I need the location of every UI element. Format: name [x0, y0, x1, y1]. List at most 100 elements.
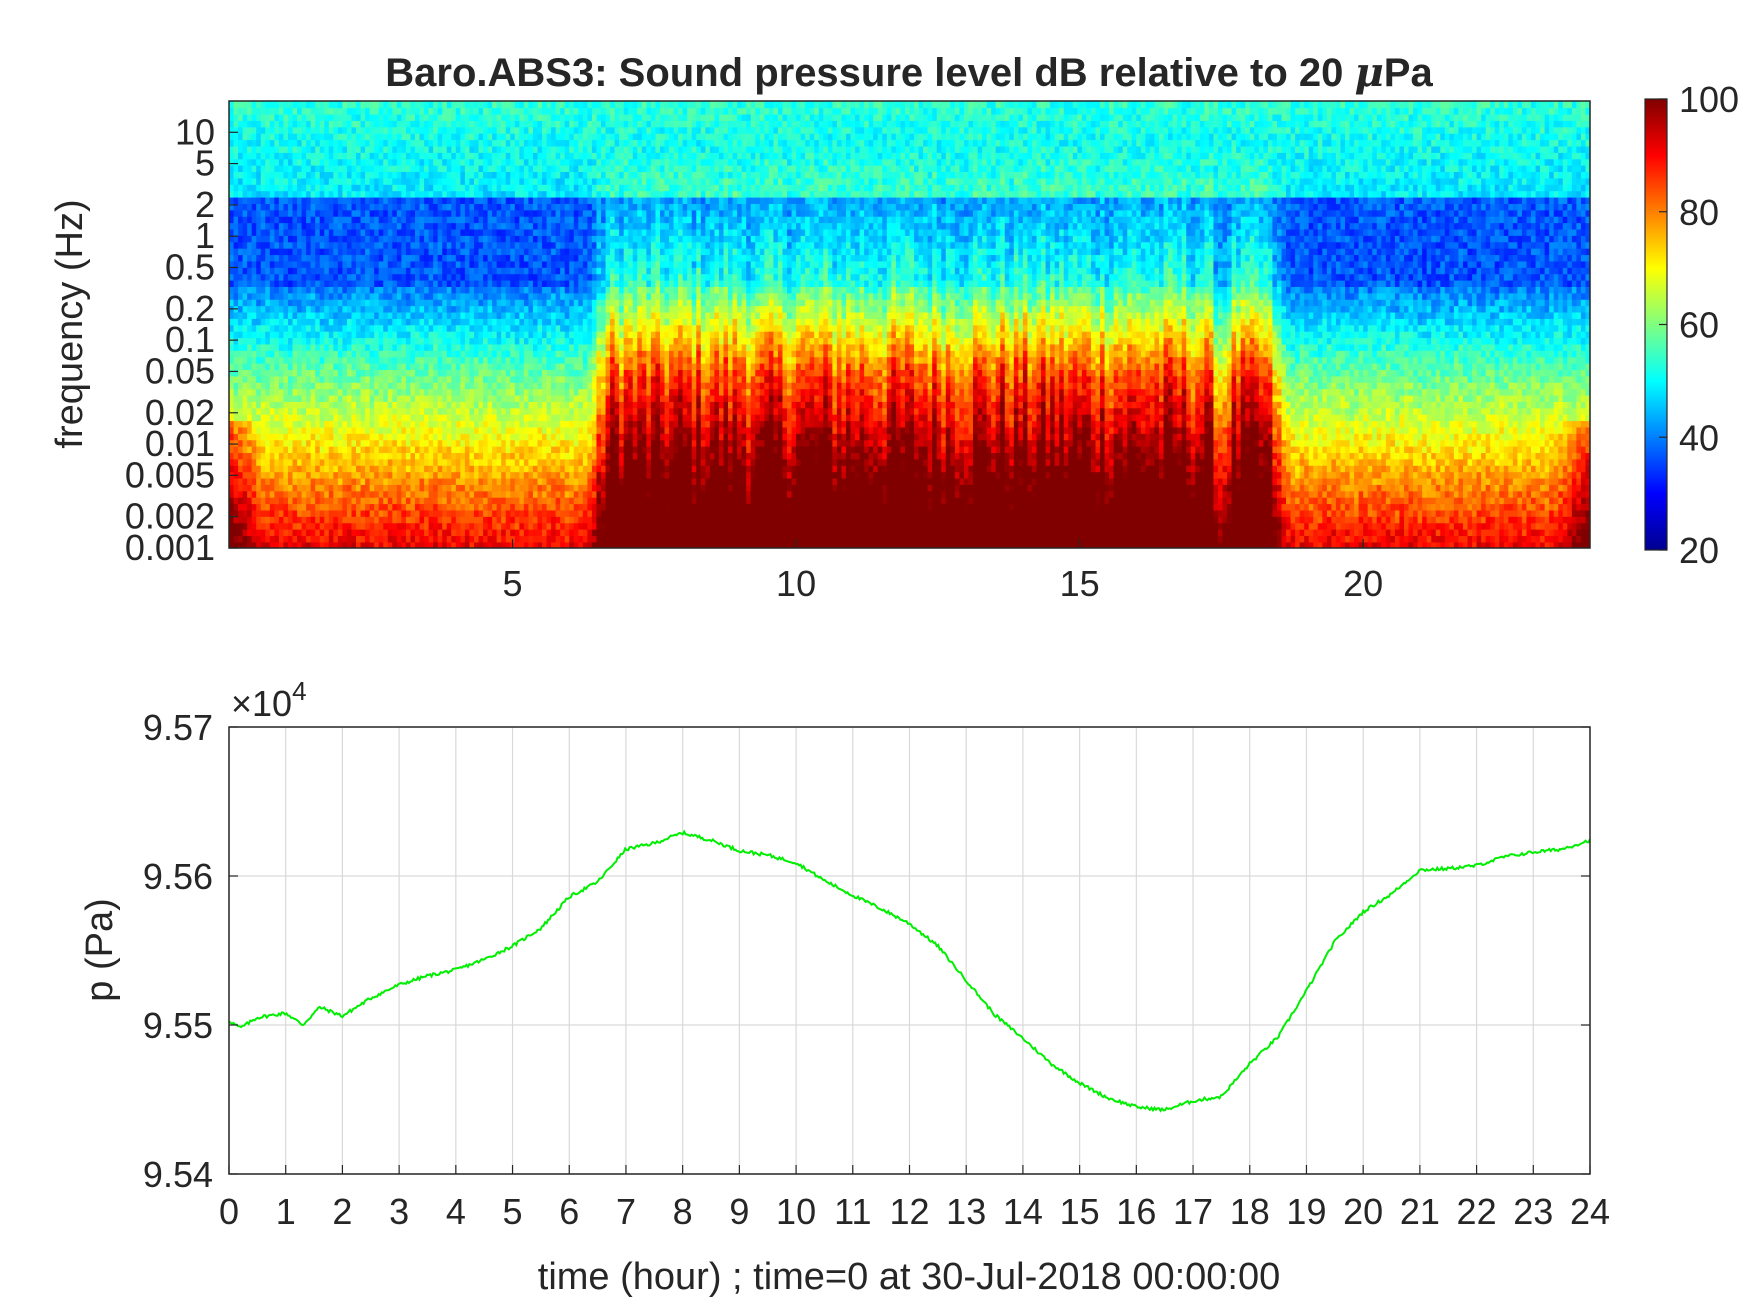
spectrogram-cell	[360, 139, 366, 147]
spectrogram-cell	[410, 464, 416, 473]
spectrogram-cell	[283, 362, 289, 370]
spectrogram-cell	[278, 484, 285, 492]
spectrogram-cell	[523, 343, 530, 351]
spectrogram-cell	[460, 209, 466, 217]
spectrogram-cell	[528, 350, 534, 358]
spectrogram-cell	[242, 196, 248, 204]
spectrogram-cell	[428, 324, 434, 332]
spectrogram-cell	[365, 375, 371, 383]
spectrogram-cell	[360, 337, 366, 345]
spectrogram-cell	[383, 413, 389, 422]
spectrogram-cell	[247, 388, 253, 396]
spectrogram-cell	[483, 305, 489, 313]
spectrogram-cell	[242, 350, 248, 358]
spectrogram-cell	[392, 260, 398, 268]
spectrogram-cell	[478, 318, 484, 326]
spectrogram-cell	[283, 439, 289, 447]
spectrogram-cell	[369, 139, 375, 147]
spectrogram-cell	[505, 101, 512, 109]
spectrogram-cell	[532, 203, 539, 211]
spectrogram-cell	[360, 145, 366, 153]
spectrogram-cell	[360, 171, 366, 179]
spectrogram-cell	[287, 184, 294, 192]
spectrogram-cell	[433, 164, 439, 173]
spectrogram-cell	[383, 356, 389, 364]
spectrogram-cell	[238, 496, 244, 505]
spectrogram-cell	[469, 228, 475, 236]
spectrogram-cell	[306, 152, 312, 160]
spectrogram-cell	[478, 209, 484, 217]
spectrogram-cell	[292, 247, 298, 256]
spectrogram-cell	[306, 318, 312, 326]
spectrogram-cell	[369, 375, 375, 383]
spectrogram-cell	[473, 196, 480, 204]
spectrogram-cell	[473, 369, 480, 377]
spectrogram-cell	[283, 113, 289, 121]
spectrogram-cell	[505, 324, 512, 332]
spectrogram-cell	[473, 235, 480, 243]
spectrogram-cell	[528, 439, 534, 447]
spectrogram-cell	[510, 445, 516, 454]
spectrogram-cell	[483, 209, 489, 217]
spectrogram-cell	[437, 222, 444, 230]
spectrogram-cell	[451, 388, 457, 396]
spectrogram-cell	[315, 375, 321, 383]
spectrogram-cell	[510, 298, 516, 307]
spectrogram-cell	[283, 196, 289, 204]
spectrogram-cell	[410, 528, 416, 537]
spectrogram-cell	[383, 177, 389, 185]
spectrogram-cell	[269, 260, 276, 268]
spectrogram-cell	[446, 222, 453, 230]
spectrogram-cell	[532, 484, 539, 492]
spectrogram-cell	[483, 490, 489, 498]
spectrogram-cell	[346, 113, 353, 121]
spectrogram-cell	[428, 101, 434, 109]
spectrogram-cell	[419, 522, 425, 530]
spectrogram-cell	[487, 120, 493, 128]
spectrogram-cell	[287, 535, 294, 543]
spectrogram-cell	[532, 490, 539, 498]
spectrogram-cell	[251, 381, 258, 390]
spectrogram-cell	[333, 311, 339, 319]
spectrogram-cell	[464, 535, 471, 543]
spectrogram-cell	[310, 516, 316, 524]
spectrogram-cell	[433, 184, 439, 192]
spectrogram-cell	[297, 330, 303, 339]
spectrogram-cell	[383, 164, 389, 173]
spectrogram-cell	[260, 394, 267, 402]
spectrogram-cell	[519, 464, 525, 473]
spectrogram-cell	[528, 164, 534, 173]
spectrogram-cell	[464, 356, 471, 364]
spectrogram-cell	[342, 311, 348, 319]
spectrogram-cell	[383, 471, 389, 479]
spectrogram-cell	[528, 247, 534, 256]
spectrogram-cell	[505, 120, 512, 128]
spectrogram-cell	[269, 113, 276, 121]
spectrogram-cell	[356, 496, 362, 505]
spectrogram-cell	[473, 496, 480, 505]
spectrogram-cell	[278, 260, 285, 268]
spectrogram-cell	[310, 388, 316, 396]
spectrogram-cell	[369, 528, 375, 537]
spectrogram-cell	[519, 254, 525, 262]
spectrogram-cell	[238, 260, 244, 268]
spectrogram-cell	[256, 203, 262, 211]
spectrogram-cell	[546, 171, 552, 179]
spectrogram-cell	[469, 420, 475, 428]
spectrogram-cell	[428, 420, 434, 428]
spectrogram-cell	[278, 164, 285, 173]
spectrogram-cell	[433, 439, 439, 447]
spectrogram-cell	[310, 247, 316, 256]
spectrogram-cell	[328, 509, 335, 517]
spectrogram-cell	[274, 305, 280, 313]
spectrogram-cell	[442, 426, 448, 434]
spectrogram-cell	[442, 375, 448, 383]
spectrogram-cell	[519, 298, 525, 307]
spectrogram-cell	[505, 471, 512, 479]
spectrogram-cell	[410, 190, 416, 198]
spectrogram-cell	[238, 484, 244, 492]
spectrogram-cell	[351, 101, 357, 109]
spectrogram-cell	[328, 433, 335, 441]
spectrogram-cell	[392, 101, 398, 109]
spectrogram-cell	[532, 413, 539, 422]
